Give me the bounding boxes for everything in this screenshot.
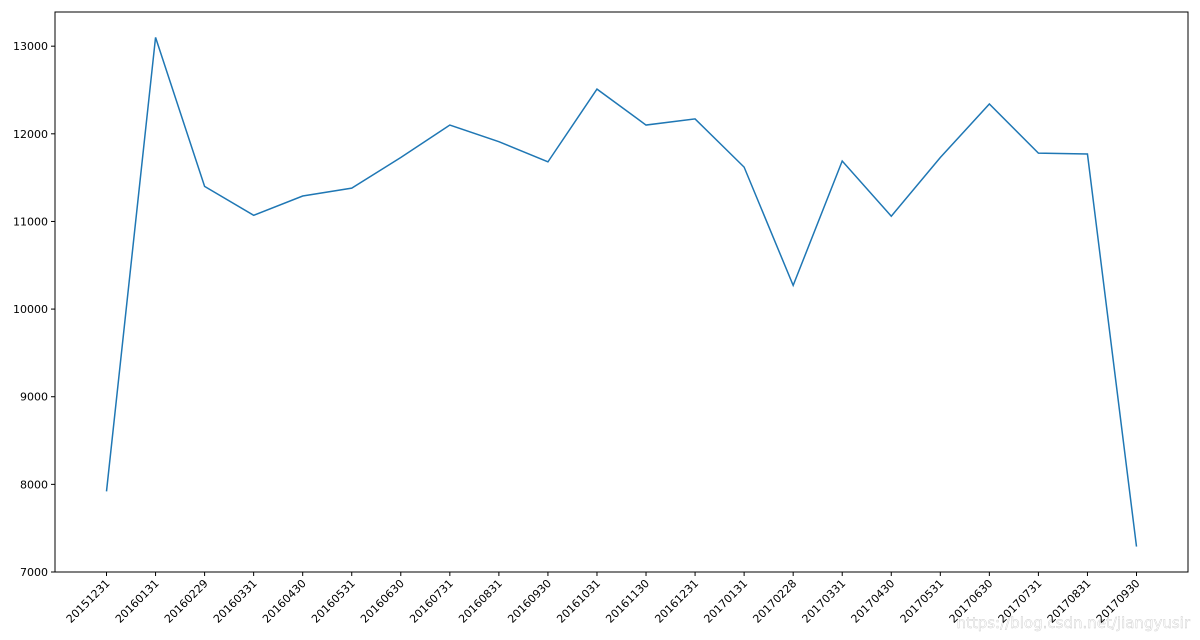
x-tick-label: 20161130	[603, 577, 652, 626]
x-tick-label: 20160430	[260, 577, 309, 626]
x-tick-label: 20160229	[162, 577, 211, 626]
x-tick-label: 20160131	[113, 577, 162, 626]
x-tick-label: 20151231	[64, 577, 113, 626]
x-tick-label: 20170531	[898, 577, 947, 626]
y-tick-label: 7000	[20, 566, 48, 579]
x-tick-label: 20170331	[800, 577, 849, 626]
x-tick-label: 20160831	[456, 577, 505, 626]
y-tick-label: 9000	[20, 391, 48, 404]
y-tick-label: 13000	[13, 40, 48, 53]
x-tick-label: 20161031	[554, 577, 603, 626]
x-tick-label: 20160531	[309, 577, 358, 626]
x-tick-label: 20161231	[652, 577, 701, 626]
x-tick-label: 20160930	[505, 577, 554, 626]
x-tick-label: 20160331	[211, 577, 260, 626]
y-tick-label: 10000	[13, 303, 48, 316]
watermark: https://blog.csdn.net/jiangyusir	[956, 614, 1190, 632]
x-tick-label: 20170228	[750, 577, 799, 626]
x-tick-label: 20160630	[358, 577, 407, 626]
x-tick-label: 20160731	[407, 577, 456, 626]
x-tick-label: 20170430	[849, 577, 898, 626]
y-tick-label: 8000	[20, 478, 48, 491]
x-tick-label: 20170131	[701, 577, 750, 626]
y-tick-label: 12000	[13, 128, 48, 141]
line-series	[105, 37, 1138, 547]
plot-frame	[54, 11, 1189, 573]
y-tick-label: 11000	[13, 215, 48, 228]
